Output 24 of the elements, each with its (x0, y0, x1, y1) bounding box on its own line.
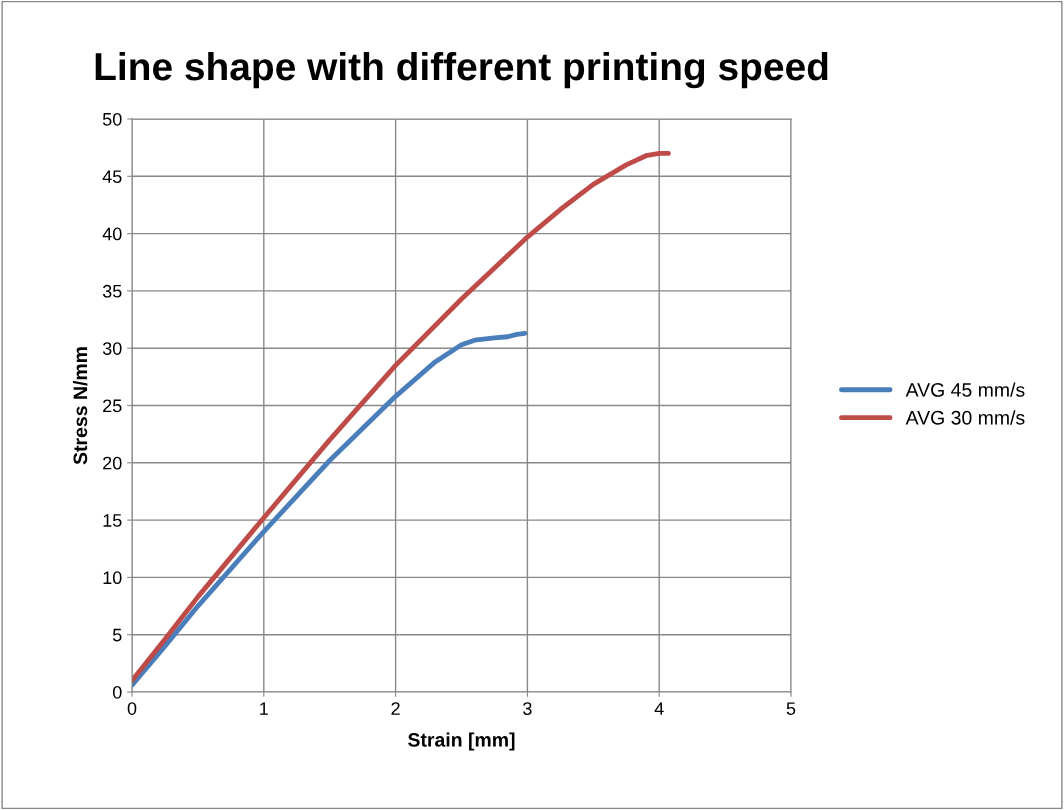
y-tick-label: 0 (112, 685, 122, 699)
y-axis-title: Stress N/mm (72, 347, 88, 465)
y-tick-label: 25 (103, 399, 122, 413)
x-tick-label: 2 (391, 702, 400, 715)
x-tick-label: 1 (260, 702, 268, 715)
y-tick-label: 45 (102, 170, 122, 184)
y-tick-label: 15 (103, 514, 122, 527)
chart-title: Line shape with different printing speed (95, 51, 828, 89)
x-tick-label: 5 (786, 702, 796, 715)
y-tick-label: 30 (102, 342, 122, 355)
y-tick-label: 40 (102, 227, 122, 241)
x-tick-label: 4 (654, 702, 664, 715)
legend-label: AVG 45 mm/s (905, 382, 1025, 397)
x-tick-label: 0 (127, 702, 137, 715)
y-tick-label: 5 (112, 628, 122, 642)
y-tick-label: 50 (102, 112, 122, 126)
line-series (132, 330, 528, 688)
x-axis-title: Strain [mm] (408, 732, 515, 751)
y-tick-label: 35 (102, 284, 122, 298)
legend-label: AVG 30 mm/s (905, 410, 1025, 425)
line-series (132, 150, 671, 683)
y-tick-label: 10 (103, 571, 122, 585)
x-tick-label: 3 (523, 702, 532, 715)
y-tick-label: 20 (103, 456, 122, 470)
